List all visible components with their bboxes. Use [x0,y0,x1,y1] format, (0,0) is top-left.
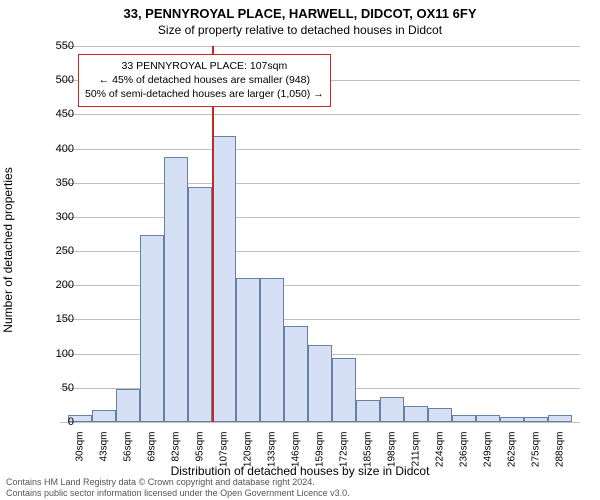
histogram-bar [212,136,236,422]
y-tick-label: 400 [34,143,74,155]
chart-subtitle: Size of property relative to detached ho… [0,23,600,37]
annotation-line: 50% of semi-detached houses are larger (… [85,87,324,101]
histogram-bar [308,345,332,422]
annotation-line: 33 PENNYROYAL PLACE: 107sqm [85,59,324,73]
x-axis-label: Distribution of detached houses by size … [0,464,600,478]
annotation-box: 33 PENNYROYAL PLACE: 107sqm← 45% of deta… [78,54,331,107]
histogram-bar [380,397,404,422]
footer-line-1: Contains HM Land Registry data © Crown c… [6,477,350,487]
y-tick-label: 500 [34,74,74,86]
histogram-bar [428,408,452,422]
chart-footer: Contains HM Land Registry data © Crown c… [6,477,350,498]
gridline [60,422,580,423]
histogram-bar [356,400,380,422]
histogram-bar [140,235,164,422]
y-tick-label: 150 [34,313,74,325]
histogram-bar [116,389,140,422]
histogram-bar [284,326,308,422]
histogram-bar [92,410,116,422]
y-tick-label: 550 [34,40,74,52]
y-tick-label: 0 [34,416,74,428]
y-tick-label: 50 [34,382,74,394]
annotation-line: ← 45% of detached houses are smaller (94… [85,73,324,87]
histogram-bar [524,417,548,422]
histogram-bar [548,415,572,422]
histogram-bar [164,157,188,422]
y-tick-label: 200 [34,279,74,291]
y-tick-label: 350 [34,177,74,189]
y-tick-label: 300 [34,211,74,223]
histogram-bar [476,415,500,422]
plot-area: 30sqm43sqm56sqm69sqm82sqm95sqm107sqm120s… [60,46,580,422]
histogram-bar [188,187,212,422]
chart-container: 33, PENNYROYAL PLACE, HARWELL, DIDCOT, O… [0,0,600,500]
histogram-bar [332,358,356,422]
footer-line-2: Contains public sector information licen… [6,488,350,498]
histogram-bar [260,278,284,422]
histogram-bar [500,417,524,422]
chart-title: 33, PENNYROYAL PLACE, HARWELL, DIDCOT, O… [0,0,600,21]
y-tick-label: 450 [34,108,74,120]
histogram-bar [404,406,428,422]
histogram-bar [452,415,476,422]
y-tick-label: 100 [34,348,74,360]
y-tick-label: 250 [34,245,74,257]
histogram-bar [236,278,260,422]
